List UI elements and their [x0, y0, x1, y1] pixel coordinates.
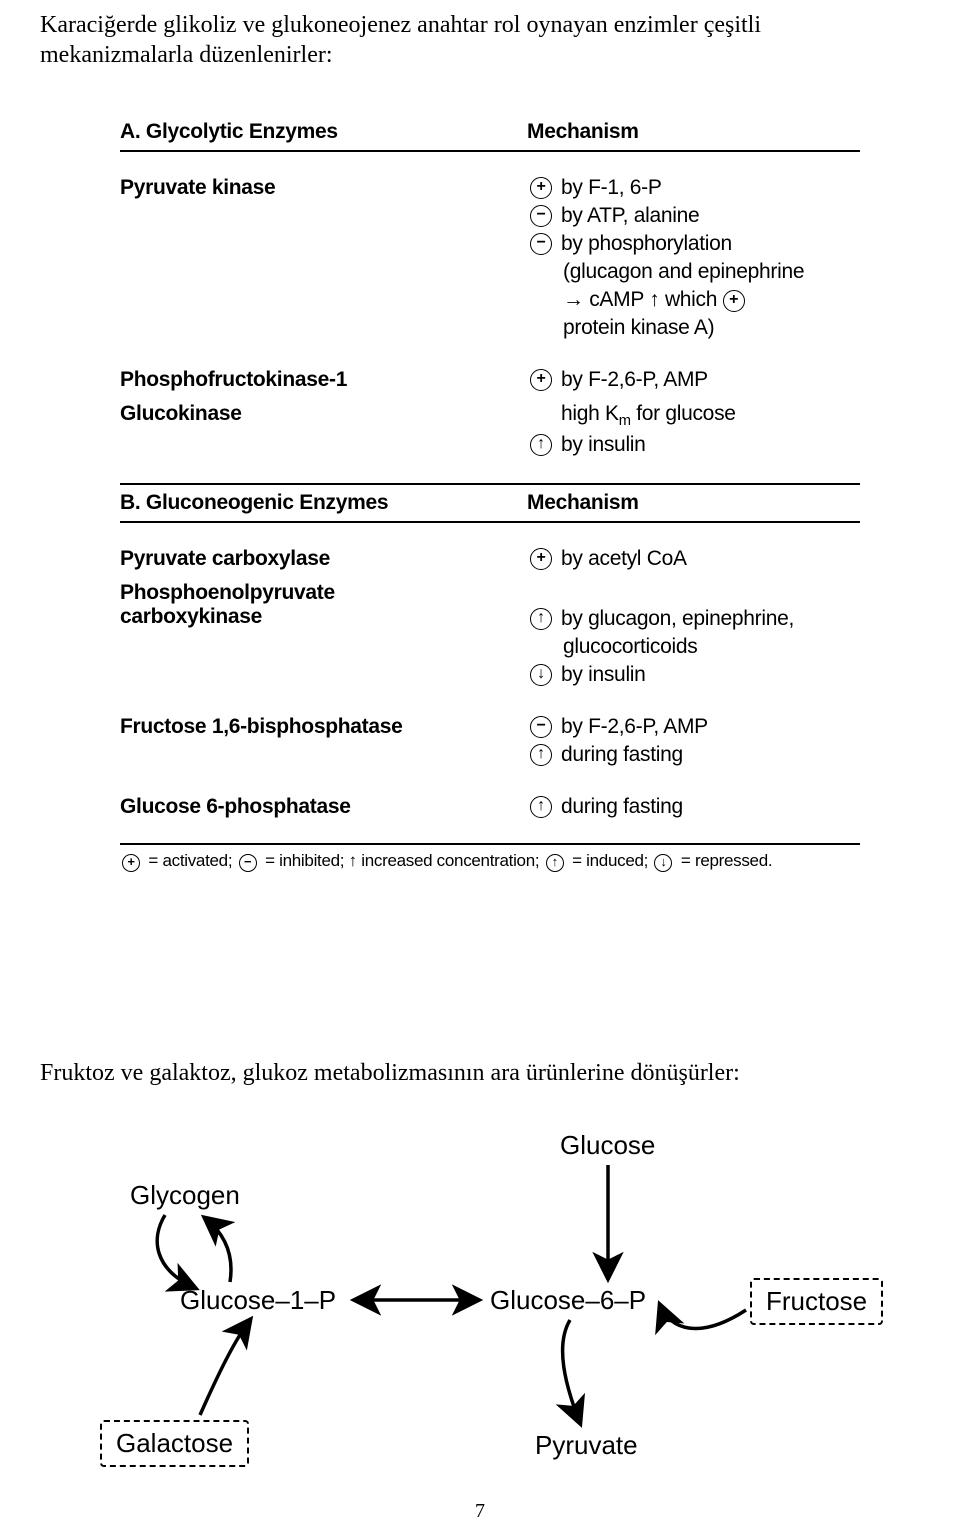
page-number: 7	[0, 1500, 960, 1523]
mech-fbp: −by F-2,6-P, AMP ↑during fasting	[527, 715, 860, 771]
header-a: A. Glycolytic Enzymes Mechanism	[120, 120, 860, 152]
mech-text: by F-2,6-P, AMP	[561, 715, 860, 739]
enzyme-table: A. Glycolytic Enzymes Mechanism Pyruvate…	[120, 120, 860, 873]
enz-g6p: Glucose 6-phosphatase	[120, 795, 527, 819]
mech-text: by F-1, 6-P	[561, 176, 860, 200]
induce-icon: ↑	[544, 853, 566, 873]
mech-text: which	[659, 288, 722, 311]
header-b-right: Mechanism	[527, 491, 860, 515]
plus-icon: +	[120, 853, 142, 873]
mech-text: by phosphorylation	[561, 232, 860, 256]
mech-text: by insulin	[561, 433, 860, 457]
enz-pepck-1: Phosphoenolpyruvate	[120, 581, 527, 605]
mech-text: for glucose	[631, 402, 736, 425]
row-pepck: Phosphoenolpyruvate carboxykinase ↑by gl…	[120, 581, 860, 691]
enz-gk: Glucokinase	[120, 402, 527, 426]
minus-icon: −	[527, 715, 555, 739]
metabolism-diagram: Glucose Glycogen Glucose–1–P Glucose–6–P…	[60, 1130, 900, 1490]
enz-pfk: Phosphofructokinase-1	[120, 368, 527, 392]
header-b-left: B. Gluconeogenic Enzymes	[120, 491, 527, 515]
header-b: B. Gluconeogenic Enzymes Mechanism	[120, 483, 860, 523]
enz-pc: Pyruvate carboxylase	[120, 547, 527, 571]
mech-text: → cAMP ↑ which +	[561, 288, 860, 312]
legend-text: increased concentration;	[357, 851, 544, 870]
legend: + = activated; − = inhibited; ↑ increase…	[120, 843, 860, 873]
blank-icon	[527, 635, 555, 659]
blank-icon	[527, 316, 555, 340]
row-gk: Glucokinase high Km for glucose ↑by insu…	[120, 402, 860, 461]
up-arrow-icon: ↑	[349, 851, 357, 870]
row-pfk: Phosphofructokinase-1 +by F-2,6-P, AMP	[120, 368, 860, 396]
mech-gk: high Km for glucose ↑by insulin	[527, 402, 860, 461]
enz-pepck-2: carboxykinase	[120, 605, 527, 629]
minus-icon: −	[527, 204, 555, 228]
diagram-arrows	[60, 1130, 900, 1490]
plus-icon: +	[527, 368, 555, 392]
intro-text: Karaciğerde glikoliz ve glukoneojenez an…	[40, 10, 920, 70]
induce-icon: ↑	[527, 743, 555, 767]
row-g6p: Glucose 6-phosphatase ↑during fasting	[120, 795, 860, 823]
mech-pfk: +by F-2,6-P, AMP	[527, 368, 860, 396]
legend-text: = activated;	[144, 851, 237, 870]
mech-text: by insulin	[561, 663, 860, 687]
mech-text: by ATP, alanine	[561, 204, 860, 228]
header-a-right: Mechanism	[527, 120, 860, 144]
blank-icon	[527, 288, 555, 312]
plus-icon: +	[527, 547, 555, 571]
blank-icon	[527, 402, 555, 426]
mech-text: (glucagon and epinephrine	[561, 260, 860, 284]
mech-text: by F-2,6-P, AMP	[561, 368, 860, 392]
induce-icon: ↑	[527, 433, 555, 457]
induce-icon: ↑	[527, 795, 555, 819]
induce-icon: ↑	[527, 607, 555, 631]
mech-text: protein kinase A)	[561, 316, 860, 340]
blank-icon	[527, 260, 555, 284]
minus-icon: −	[527, 232, 555, 256]
plus-icon: +	[723, 290, 745, 312]
minus-icon: −	[237, 853, 259, 873]
up-arrow-icon: ↑	[649, 288, 659, 311]
enz-pk: Pyruvate kinase	[120, 176, 527, 200]
mech-text: by acetyl CoA	[561, 547, 860, 571]
page: Karaciğerde glikoliz ve glukoneojenez an…	[0, 0, 960, 1537]
mech-pk: +by F-1, 6-P −by ATP, alanine −by phosph…	[527, 176, 860, 344]
legend-text: = induced;	[568, 851, 653, 870]
mech-text: high Km for glucose	[561, 402, 860, 429]
mech-text: glucocorticoids	[561, 635, 860, 659]
mech-text: during fasting	[561, 743, 860, 767]
mech-text: high K	[561, 402, 619, 425]
mech-g6p: ↑during fasting	[527, 795, 860, 823]
plus-icon: +	[527, 176, 555, 200]
enz-pepck: Phosphoenolpyruvate carboxykinase	[120, 581, 527, 629]
mech-pc: +by acetyl CoA	[527, 547, 860, 575]
row-fbp: Fructose 1,6-bisphosphatase −by F-2,6-P,…	[120, 715, 860, 771]
row-pk: Pyruvate kinase +by F-1, 6-P −by ATP, al…	[120, 176, 860, 344]
mech-text: during fasting	[561, 795, 860, 819]
repress-icon: ↓	[652, 853, 674, 873]
row-pc: Pyruvate carboxylase +by acetyl CoA	[120, 547, 860, 575]
legend-text: = inhibited;	[261, 851, 349, 870]
legend-text: = repressed.	[676, 851, 772, 870]
mech-text: by glucagon, epinephrine,	[561, 607, 860, 631]
enz-fbp: Fructose 1,6-bisphosphatase	[120, 715, 527, 739]
mech-pepck: ↑by glucagon, epinephrine, glucocorticoi…	[527, 581, 860, 691]
subscript: m	[619, 413, 631, 429]
header-a-left: A. Glycolytic Enzymes	[120, 120, 527, 144]
mech-text: → cAMP	[563, 288, 649, 311]
mid-text: Fruktoz ve galaktoz, glukoz metabolizmas…	[40, 1060, 920, 1087]
repress-icon: ↓	[527, 663, 555, 687]
